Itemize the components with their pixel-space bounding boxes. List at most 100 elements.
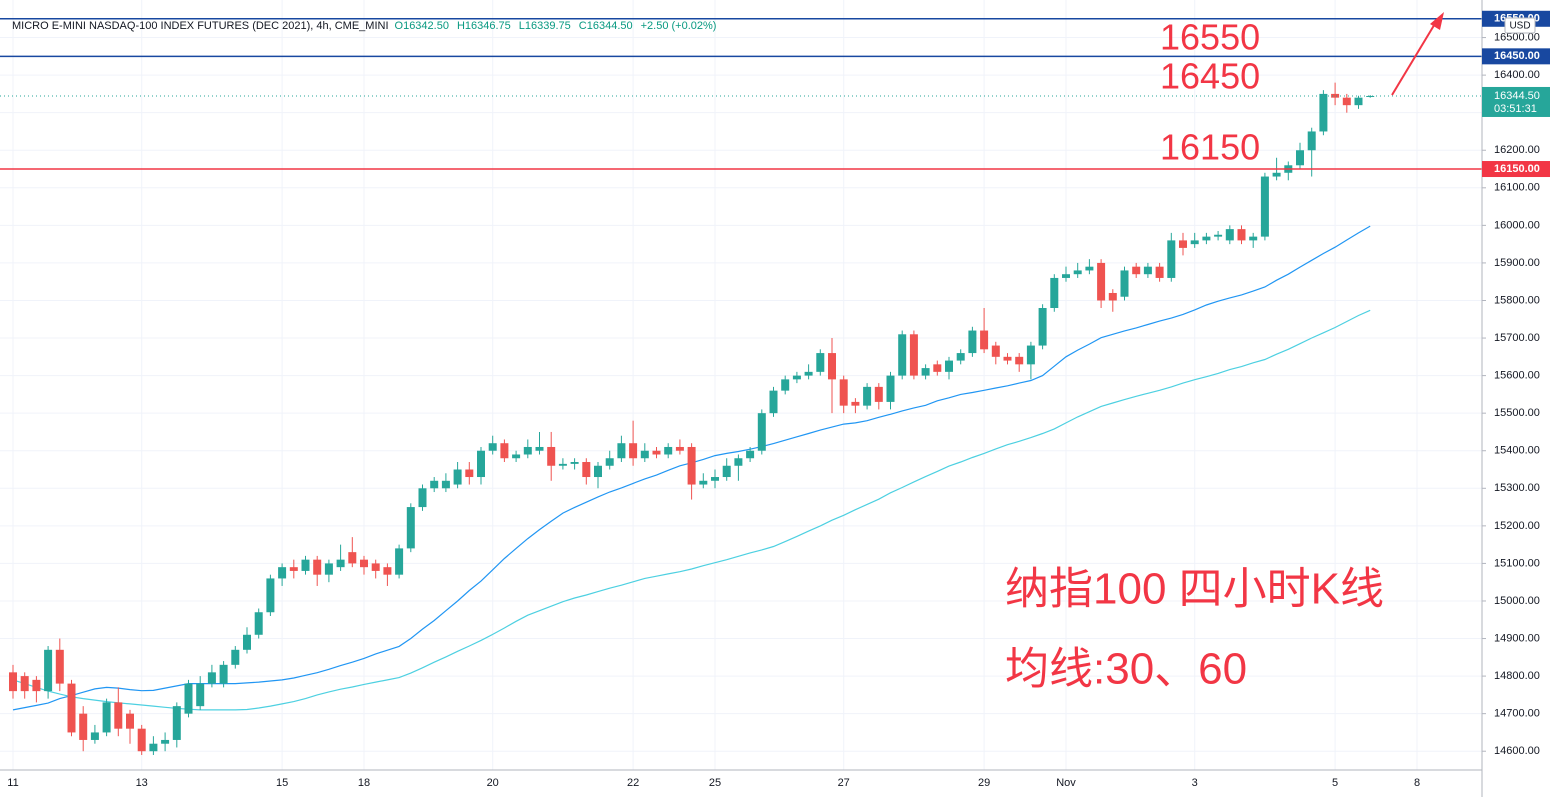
x-tick-label: 20	[487, 777, 499, 789]
candle-body	[664, 446, 673, 455]
candle-body	[769, 390, 778, 414]
candle-body	[1097, 262, 1106, 301]
candle-body	[336, 559, 345, 568]
candle-body	[1085, 266, 1094, 271]
y-tick-label: 15400.00	[1494, 445, 1540, 457]
candle-body	[254, 612, 263, 635]
candle-body	[1132, 266, 1141, 275]
candle-body	[32, 679, 41, 692]
candle-body	[1179, 240, 1187, 248]
y-tick-label: 15500.00	[1494, 407, 1540, 419]
candle-body	[79, 713, 88, 740]
candle-body	[453, 469, 462, 485]
candle-body	[1260, 176, 1269, 237]
y-tick-label: 14700.00	[1494, 708, 1540, 720]
last-price-badge	[1482, 86, 1550, 117]
candle-body	[1167, 240, 1176, 278]
last-price-label: 16344.50	[1494, 90, 1540, 102]
annotation: 纳指100 四小时K线	[1005, 565, 1384, 614]
annotation: 均线:30、60	[1005, 645, 1247, 694]
candle-body	[804, 371, 813, 376]
candle-body	[278, 567, 287, 579]
y-tick-label: 16200.00	[1494, 144, 1540, 156]
currency-box	[1504, 17, 1536, 34]
candle-body	[839, 379, 848, 406]
candle-body	[874, 386, 883, 402]
candle-body	[44, 649, 53, 692]
y-tick-label: 14900.00	[1494, 632, 1540, 644]
y-tick-label: 15900.00	[1494, 257, 1540, 269]
candle-body	[792, 375, 801, 380]
candle-body	[289, 567, 298, 571]
price-badge	[1482, 161, 1550, 178]
candle-body	[266, 578, 275, 613]
candle-body	[1214, 234, 1223, 237]
candle-body	[301, 559, 310, 571]
candle-body	[687, 446, 696, 485]
header-ohlc: H16346.75	[457, 20, 511, 32]
candle-body	[1190, 240, 1199, 245]
y-tick-label: 15600.00	[1494, 370, 1540, 382]
candle-body	[383, 567, 392, 575]
price-badge-label: 16450.00	[1494, 50, 1540, 62]
price-badge-label: 16150.00	[1494, 163, 1540, 175]
candle-body	[968, 330, 977, 354]
candle-body	[1143, 266, 1152, 275]
annotation: 16550	[1160, 17, 1260, 58]
price-badge	[1482, 48, 1550, 65]
candle-body	[126, 713, 134, 729]
candle-body	[231, 649, 240, 665]
y-axis: 14600.00 14700.00 14800.00 14900.00 15000.00…	[7, 10, 1550, 789]
candle-body	[570, 462, 579, 464]
candle-body	[1062, 274, 1070, 278]
candle-body	[512, 454, 521, 459]
x-tick-label: 29	[978, 777, 990, 789]
x-tick-label: 25	[709, 777, 721, 789]
candle-body	[477, 450, 485, 478]
annotation: 16450	[1160, 56, 1260, 97]
candle-body	[605, 458, 614, 466]
candle-body	[114, 702, 123, 729]
candle-body	[1026, 345, 1035, 365]
header-ohlc: C16344.50	[579, 20, 633, 32]
candle-body	[1366, 95, 1375, 97]
candle-body	[500, 443, 509, 459]
y-tick-label: 16400.00	[1494, 69, 1540, 81]
header: MICRO E-MINI NASDAQ-100 INDEX FUTURES (D…	[12, 20, 716, 32]
y-tick-label: 16100.00	[1494, 182, 1540, 194]
candle-body	[909, 334, 918, 376]
candle-body	[172, 706, 181, 740]
candle-body	[1342, 97, 1351, 106]
candle-body	[67, 683, 76, 733]
candle-body	[781, 379, 790, 391]
candle-body	[617, 443, 626, 459]
y-tick-label: 15800.00	[1494, 294, 1540, 306]
candle-body	[1319, 93, 1328, 132]
header-ohlc: +2.50 (+0.02%)	[641, 20, 717, 32]
candle-body	[313, 559, 322, 575]
candle-body	[90, 732, 99, 740]
candle-body	[886, 375, 895, 402]
candle-body	[1015, 356, 1024, 365]
candle-body	[348, 552, 357, 564]
candle-body	[196, 683, 205, 707]
y-tick-label: 15300.00	[1494, 482, 1540, 494]
candle-body	[991, 345, 1000, 357]
candle-body	[207, 672, 216, 684]
candle-body	[582, 462, 591, 478]
annotation: 16150	[1160, 127, 1260, 168]
candle-body	[1237, 229, 1246, 241]
x-tick-label: 8	[1414, 777, 1420, 789]
candle-body	[1296, 150, 1304, 166]
candle-body	[406, 507, 415, 549]
x-tick-label: 11	[7, 777, 18, 789]
candle-body	[1331, 93, 1340, 98]
candle-body	[371, 563, 380, 571]
candle-body	[1038, 308, 1047, 346]
y-tick-label: 16000.00	[1494, 219, 1540, 231]
candle-body	[137, 728, 146, 752]
candle-body	[1202, 236, 1211, 241]
candle-body	[465, 469, 474, 478]
candle-body	[757, 413, 766, 451]
